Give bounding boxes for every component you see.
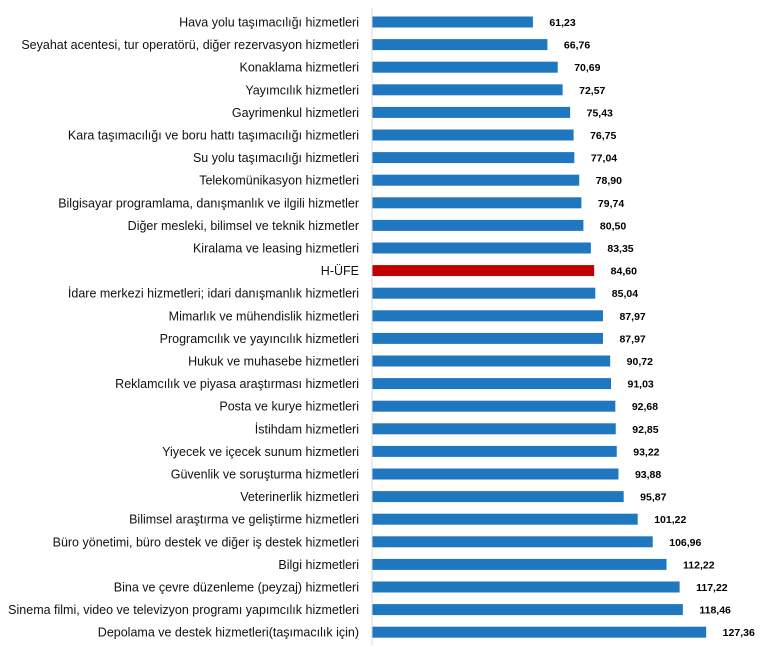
bar — [372, 423, 616, 435]
category-label: Hava yolu taşımacılığı hizmetleri — [179, 16, 359, 30]
value-label: 93,88 — [635, 469, 661, 481]
bar-highlight — [372, 265, 595, 277]
category-label: Kiralama ve leasing hizmetleri — [193, 242, 359, 256]
category-label: Telekomünikasyon hizmetleri — [199, 174, 359, 188]
bar — [372, 129, 574, 141]
bar — [372, 197, 582, 209]
bar — [372, 536, 653, 548]
category-label: Konaklama hizmetleri — [240, 61, 360, 75]
category-label: İstihdam hizmetleri — [255, 422, 359, 436]
bar — [372, 16, 533, 28]
value-label: 91,03 — [627, 379, 653, 391]
bar — [372, 626, 707, 638]
bar — [372, 400, 616, 412]
category-label: Bina ve çevre düzenleme (peyzaj) hizmetl… — [114, 581, 359, 595]
value-label: 87,97 — [619, 311, 645, 323]
value-label: 84,60 — [611, 266, 637, 278]
value-label: 85,04 — [612, 288, 638, 300]
bar — [372, 174, 580, 186]
value-label: 66,76 — [564, 40, 590, 52]
value-label: 92,85 — [632, 424, 658, 436]
value-label: 78,90 — [596, 175, 622, 187]
category-label: Yayımcılık hizmetleri — [245, 83, 359, 97]
bar — [372, 558, 667, 570]
bar — [372, 287, 596, 299]
category-label: Hukuk ve muhasebe hizmetleri — [188, 355, 359, 369]
category-label: Diğer mesleki, bilimsel ve teknik hizmet… — [128, 219, 359, 233]
bar — [372, 355, 611, 367]
bar — [372, 106, 571, 118]
bar — [372, 513, 638, 525]
bar — [372, 491, 624, 503]
category-label: Depolama ve destek hizmetleri(taşımacılı… — [98, 626, 359, 640]
category-label: Yiyecek ve içecek sunum hizmetleri — [162, 445, 359, 459]
value-label: 87,97 — [619, 333, 645, 345]
value-label: 61,23 — [549, 17, 575, 29]
bar — [372, 581, 680, 593]
value-label: 77,04 — [591, 153, 617, 165]
value-label: 95,87 — [640, 492, 666, 504]
bar — [372, 152, 575, 164]
bar — [372, 378, 611, 390]
category-label: Seyahat acentesi, tur operatörü, diğer r… — [21, 38, 359, 52]
bar — [372, 310, 603, 322]
value-label: 83,35 — [607, 243, 633, 255]
category-label: Güvenlik ve soruşturma hizmetleri — [171, 468, 359, 482]
value-label: 70,69 — [574, 62, 600, 74]
value-label: 92,68 — [632, 401, 658, 413]
category-label: Reklamcılık ve piyasa araştırması hizmet… — [115, 377, 359, 391]
category-label: Bilgi hizmetleri — [278, 558, 359, 572]
category-label: Bilimsel araştırma ve geliştirme hizmetl… — [129, 513, 359, 527]
value-label: 72,57 — [579, 85, 605, 97]
category-label: Su yolu taşımacılığı hizmetleri — [193, 151, 359, 165]
category-label: Gayrimenkul hizmetleri — [232, 106, 359, 120]
value-label: 117,22 — [696, 582, 728, 594]
value-label: 101,22 — [654, 514, 686, 526]
category-label: Mimarlık ve mühendislik hizmetleri — [169, 309, 359, 323]
value-label: 76,75 — [590, 130, 616, 142]
bar — [372, 604, 683, 616]
value-label: 79,74 — [598, 198, 624, 210]
bar — [372, 84, 563, 96]
category-label: Bilgisayar programlama, danışmanlık ve i… — [58, 196, 359, 210]
category-label: H-ÜFE — [321, 264, 359, 278]
bar — [372, 39, 548, 51]
bar — [372, 242, 591, 254]
value-label: 112,22 — [683, 559, 715, 571]
category-label: Posta ve kurye hizmetleri — [219, 400, 359, 414]
value-label: 93,22 — [633, 446, 659, 458]
bar — [372, 445, 617, 457]
category-label: Büro yönetimi, büro destek ve diğer iş d… — [53, 535, 359, 549]
value-label: 80,50 — [600, 220, 626, 232]
value-label: 90,72 — [627, 356, 653, 368]
bar — [372, 468, 619, 480]
category-label: Sinema filmi, video ve televizyon progra… — [8, 603, 359, 617]
category-label: Veterinerlik hizmetleri — [240, 490, 359, 504]
category-label: Kara taşımacılığı ve boru hattı taşımacı… — [68, 129, 359, 143]
bars-group: Hava yolu taşımacılığı hizmetleri 61,23 Se… — [8, 16, 755, 640]
value-label: 75,43 — [587, 107, 613, 119]
value-label: 118,46 — [699, 605, 731, 617]
bar — [372, 61, 558, 73]
value-label: 106,96 — [669, 537, 701, 549]
bar — [372, 332, 603, 344]
category-label: Programcılık ve yayıncılık hizmetleri — [160, 332, 359, 346]
value-label: 127,36 — [723, 627, 755, 639]
bar — [372, 219, 584, 231]
category-label: İdare merkezi hizmetleri; idari danışman… — [68, 287, 359, 301]
